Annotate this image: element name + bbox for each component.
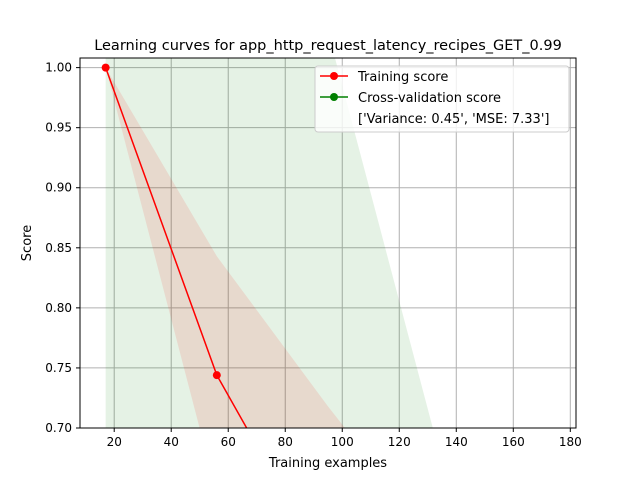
y-tick-label: 0.70 (45, 421, 72, 435)
y-axis-label: Score (20, 225, 35, 261)
x-tick-label: 120 (388, 435, 411, 449)
training-score-band (105, 67, 345, 428)
y-tick-label: 1.00 (45, 61, 72, 75)
x-tick-label: 40 (164, 435, 179, 449)
legend-cv-marker (330, 93, 338, 101)
legend-training-marker (330, 72, 338, 80)
y-tick-label: 0.75 (45, 361, 72, 375)
y-tick-label: 0.80 (45, 301, 72, 315)
training-score-line (104, 67, 248, 428)
legend-box (314, 65, 570, 133)
x-tick-label: 60 (221, 435, 236, 449)
legend-training-label: Training score (357, 70, 448, 85)
x-tick-label: 180 (559, 435, 582, 449)
x-axis-ticks: 20 40 60 80 100 120 140 160 180 (107, 428, 582, 449)
score-bands (105, 58, 433, 428)
y-tick-label: 0.85 (45, 241, 72, 255)
x-tick-label: 140 (445, 435, 468, 449)
y-tick-label: 0.90 (45, 181, 72, 195)
legend-annotation: ['Variance: 0.45', 'MSE: 7.33'] (358, 112, 549, 127)
y-axis-ticks: 0.70 0.75 0.80 0.85 0.90 0.95 1.00 (45, 61, 80, 435)
y-tick-label: 0.95 (45, 121, 72, 135)
cv-score-band (105, 58, 433, 428)
score-lines (101, 63, 248, 428)
x-tick-label: 20 (107, 435, 122, 449)
x-tick-label: 80 (278, 435, 293, 449)
x-axis-label: Training examples (268, 456, 387, 471)
legend-cv-label: Cross-validation score (358, 91, 501, 106)
x-tick-label: 100 (331, 435, 354, 449)
chart-title: Learning curves for app_http_request_lat… (94, 38, 562, 54)
training-score-point (212, 371, 221, 380)
plot-frame (79, 57, 577, 429)
training-score-point (101, 63, 110, 72)
legend: Training score Cross-validation score ['… (314, 65, 570, 133)
x-tick-label: 160 (502, 435, 525, 449)
